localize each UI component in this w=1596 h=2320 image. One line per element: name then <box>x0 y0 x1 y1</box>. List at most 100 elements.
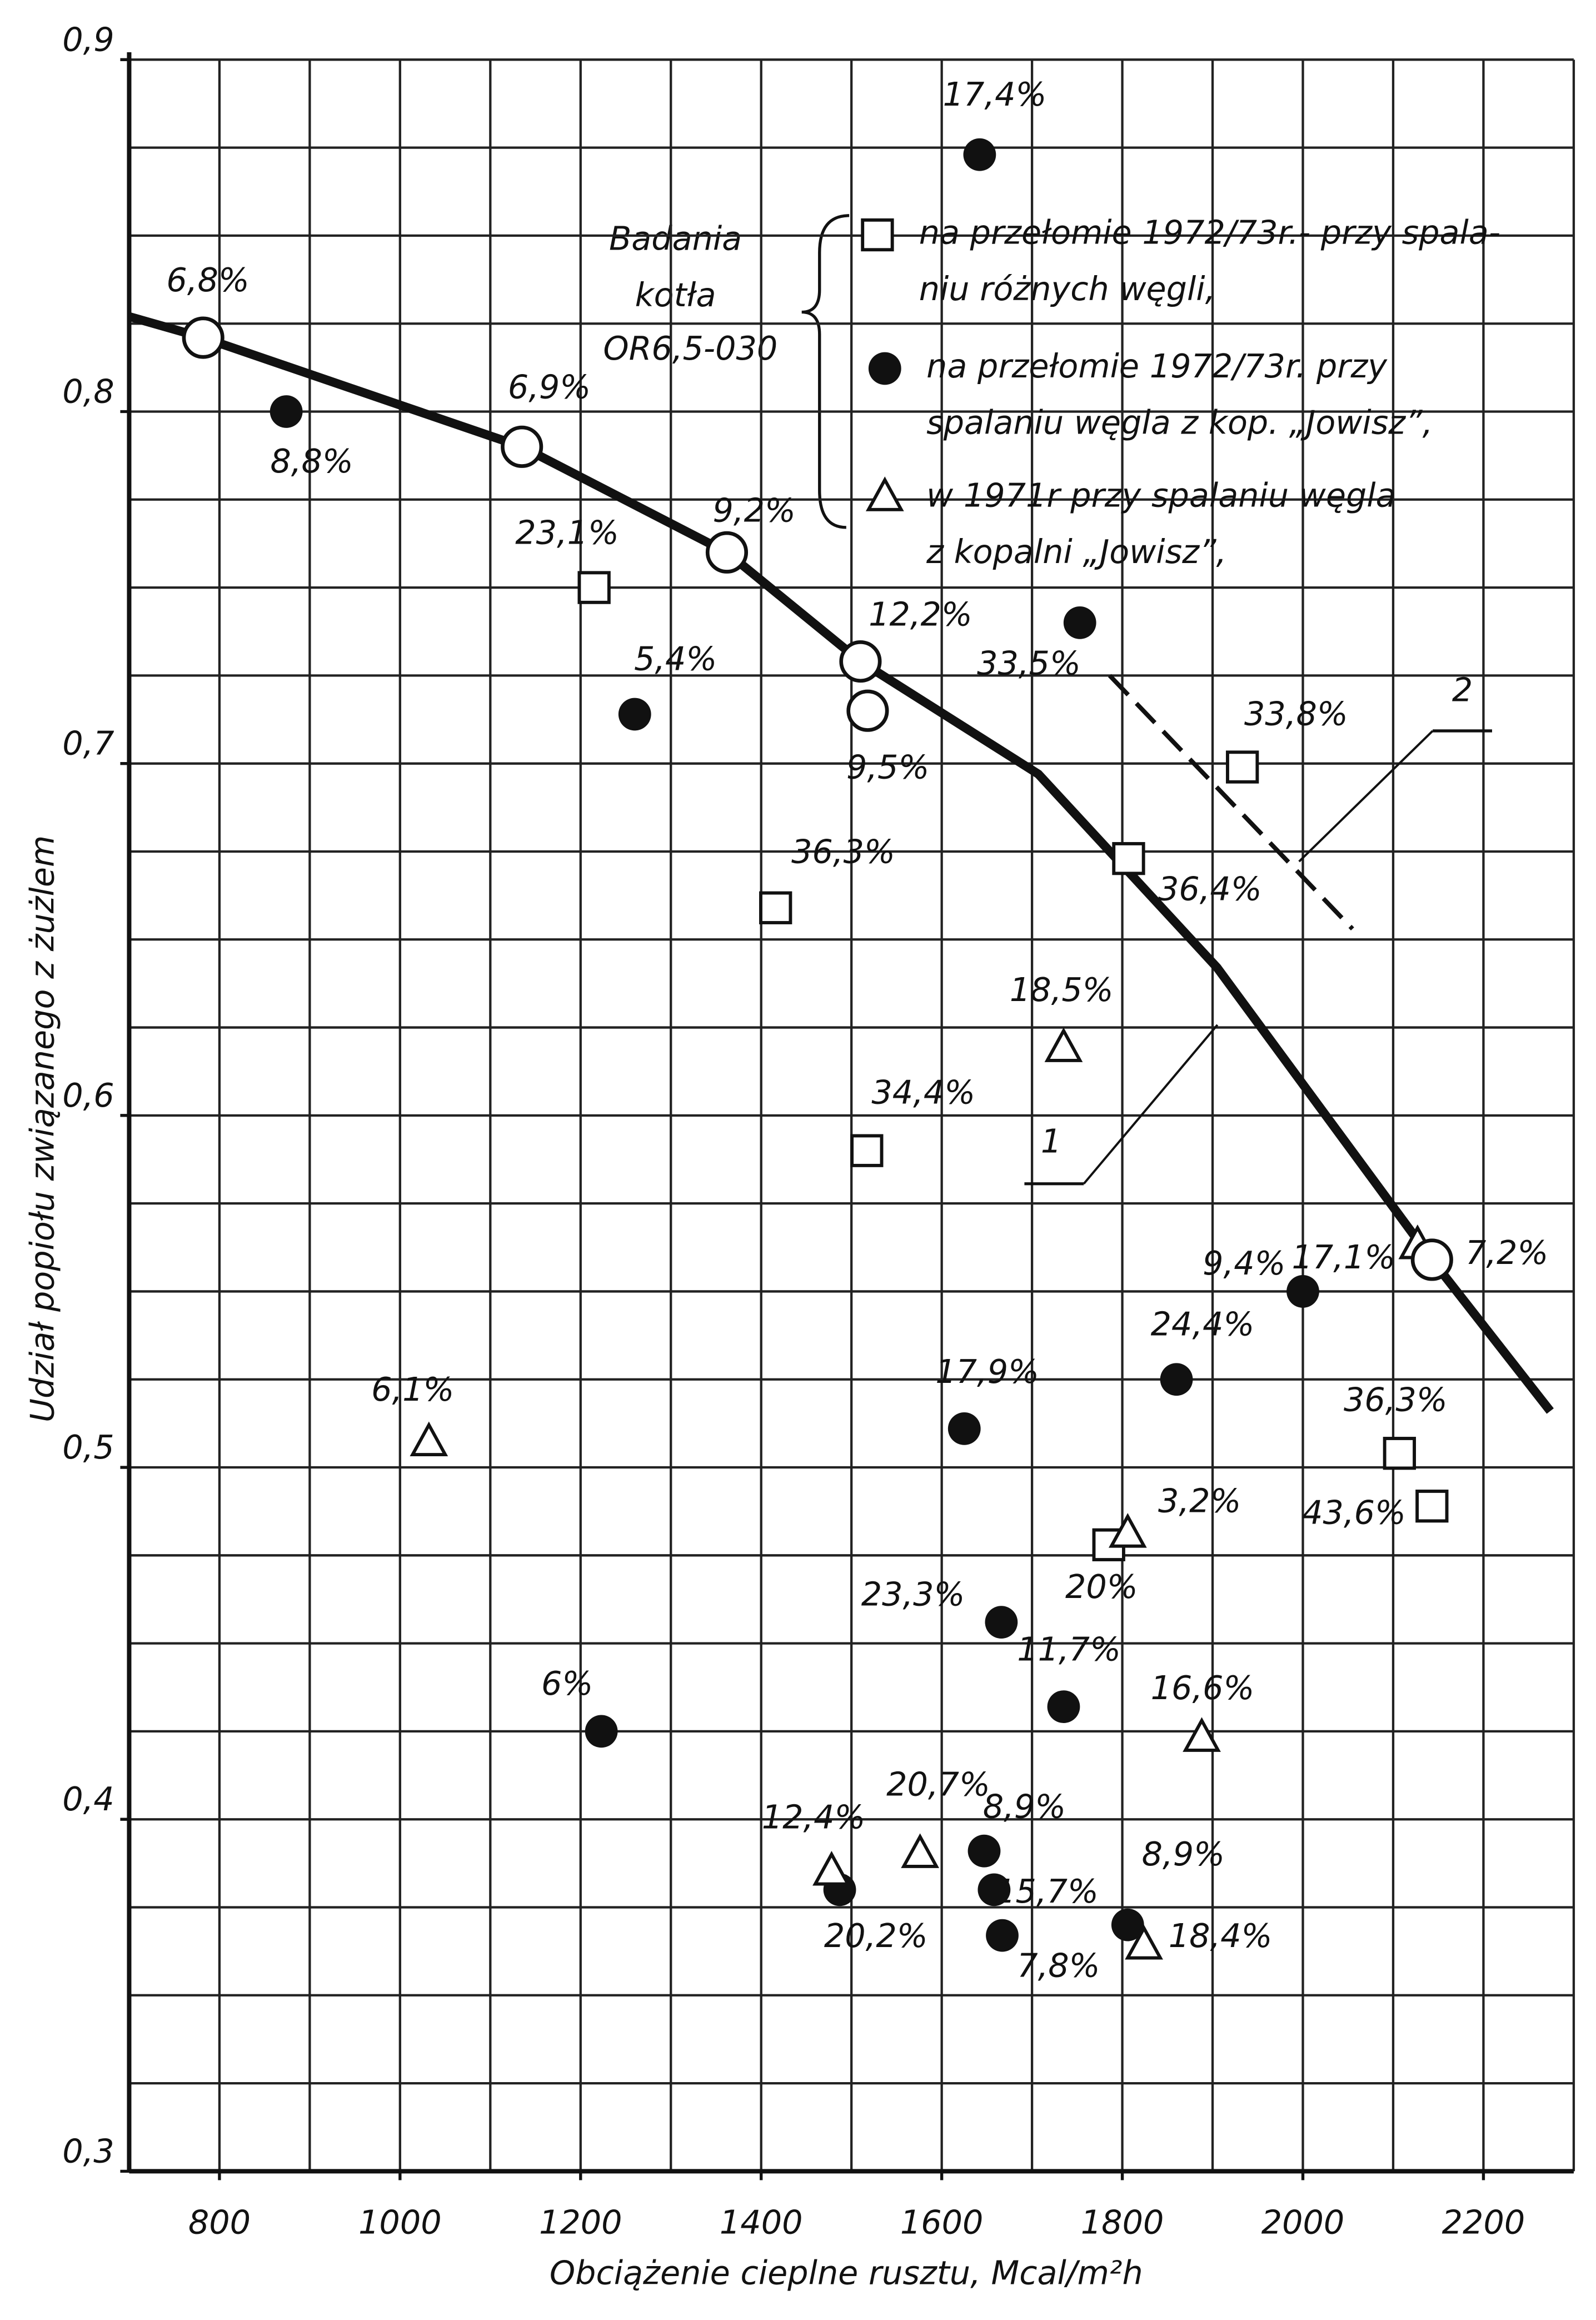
curve-leader <box>1083 1024 1219 1185</box>
point <box>1063 606 1096 639</box>
value-label: 8,9% <box>983 1788 1066 1826</box>
value-label: 17,1% <box>1291 1238 1395 1276</box>
point <box>985 1606 1018 1639</box>
value-label: 23,3% <box>861 1575 965 1614</box>
value-label: 12,4% <box>762 1798 866 1836</box>
point <box>577 571 611 604</box>
point <box>759 891 792 924</box>
point <box>618 698 651 731</box>
legend-title: kotła <box>635 276 716 314</box>
point <box>947 1412 981 1445</box>
point <box>1383 1437 1417 1470</box>
value-label: 11,7% <box>1017 1630 1121 1668</box>
value-label: 33,8% <box>1244 694 1348 733</box>
point <box>270 395 303 428</box>
point <box>1111 1908 1144 1941</box>
value-label: 9,2% <box>713 491 796 529</box>
point <box>963 138 996 171</box>
point <box>1410 1238 1453 1281</box>
x-tick-label: 1000 <box>358 2203 442 2242</box>
point <box>1286 1275 1319 1308</box>
legend-title: OR6,5-030 <box>603 329 777 367</box>
y-axis-label: Udział popiołu związanego z żużlem <box>23 835 61 1422</box>
value-label: 7,2% <box>1465 1233 1548 1272</box>
point <box>901 1833 940 1868</box>
value-label: 20,7% <box>886 1765 990 1804</box>
value-label: 12,2% <box>869 595 972 633</box>
value-label: 20% <box>1065 1567 1138 1606</box>
point <box>839 640 882 683</box>
y-tick-label: 0,5 <box>62 1428 114 1466</box>
point <box>977 1873 1011 1906</box>
value-label: 16,6% <box>1151 1669 1255 1707</box>
y-tick-label: 0,9 <box>62 20 114 58</box>
value-label: 36,3% <box>791 833 895 871</box>
x-tick-label: 2200 <box>1442 2203 1525 2242</box>
x-tick-label: 1400 <box>720 2203 803 2242</box>
value-label: 3,2% <box>1158 1481 1241 1520</box>
value-label: 9,4% <box>1203 1244 1285 1282</box>
value-label: 23,1% <box>515 513 619 551</box>
point <box>1415 1490 1449 1523</box>
value-label: 18,5% <box>1010 970 1114 1009</box>
point <box>986 1919 1019 1952</box>
value-label: 17,9% <box>935 1352 1039 1391</box>
point <box>705 531 749 574</box>
y-tick-label: 0,4 <box>62 1780 114 1818</box>
curve-leader <box>1298 730 1434 863</box>
value-label: 6,1% <box>371 1370 454 1408</box>
point <box>501 425 543 468</box>
value-label: 6,8% <box>166 261 249 299</box>
value-label: 6% <box>541 1664 593 1702</box>
point <box>1108 1513 1147 1548</box>
x-axis-label: Obciążenie cieplne rusztu, Mcal/m²h <box>550 2254 1143 2292</box>
legend-title: Badania <box>609 219 742 257</box>
point <box>1112 842 1145 875</box>
value-label: 8,9% <box>1142 1835 1225 1873</box>
point <box>1160 1363 1193 1396</box>
value-label: 36,3% <box>1344 1381 1448 1419</box>
point <box>410 1421 448 1457</box>
x-tick-label: 1800 <box>1081 2203 1164 2242</box>
point <box>967 1834 1001 1868</box>
value-label: 17,4% <box>943 75 1047 113</box>
point <box>1183 1717 1221 1752</box>
point <box>1226 750 1259 784</box>
value-label: 43,6% <box>1302 1493 1406 1532</box>
curve <box>1108 674 1354 931</box>
point <box>1047 1690 1080 1723</box>
point <box>812 1851 851 1886</box>
legend-label: na przełomie 1972/73r.- przy spala-niu r… <box>919 213 1500 308</box>
y-tick-label: 0,7 <box>62 724 114 763</box>
value-label: 20,2% <box>824 1916 928 1955</box>
legend-label: w 1971r przy spalaniu węgla z kopalni „Jo… <box>926 476 1396 571</box>
legend-marker <box>861 218 894 252</box>
point <box>850 1134 884 1167</box>
value-label: 8,8% <box>270 442 353 480</box>
value-label: 18,4% <box>1169 1916 1273 1955</box>
value-label: 15,7% <box>995 1872 1099 1910</box>
value-label: 7,8% <box>1017 1946 1100 1984</box>
point <box>1125 1924 1163 1960</box>
point <box>846 689 889 732</box>
x-tick-label: 1200 <box>539 2203 622 2242</box>
legend-marker <box>868 352 901 385</box>
legend-marker <box>865 476 904 511</box>
x-tick-label: 800 <box>188 2203 251 2242</box>
value-label: 34,4% <box>871 1073 975 1112</box>
value-label: 24,4% <box>1151 1305 1255 1343</box>
point <box>585 1715 618 1748</box>
curve-label: 2 <box>1452 671 1473 709</box>
legend-brace <box>801 214 850 529</box>
point <box>182 316 225 359</box>
x-tick-label: 2000 <box>1261 2203 1345 2242</box>
value-label: 33,5% <box>977 644 1081 682</box>
y-tick-label: 0,8 <box>62 372 114 411</box>
y-tick-label: 0,3 <box>62 2132 114 2170</box>
legend-label: na przełomie 1972/73r. przy spalaniu węgl… <box>926 347 1433 442</box>
value-label: 36,4% <box>1158 870 1262 908</box>
x-tick-label: 1600 <box>900 2203 984 2242</box>
point <box>1044 1027 1083 1062</box>
